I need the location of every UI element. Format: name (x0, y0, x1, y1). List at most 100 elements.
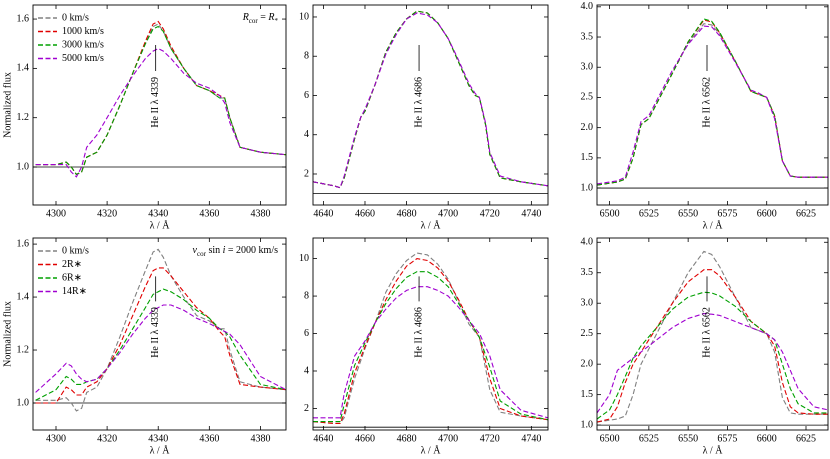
panel: 4640 4660 4680 4700 4720 4740 2 4 6 8 10 He II λ 46… (299, 237, 549, 456)
lines (313, 10, 548, 189)
frame (312, 237, 549, 431)
spectrum-line (597, 269, 828, 423)
y-tick-label: 8 (304, 51, 309, 62)
annotation-part: = 2000 km/s (225, 245, 278, 256)
y-tick-label: 6 (304, 328, 309, 339)
frame (32, 4, 287, 206)
spectrum-line (35, 248, 286, 412)
legend-label: 0 km/s (62, 245, 89, 256)
annotation-part: sin (206, 245, 223, 256)
lines (313, 252, 548, 424)
x-tick-label: 6500 (600, 208, 620, 219)
spectrum-line (597, 313, 828, 414)
x-axis-label: λ / Å (703, 444, 724, 456)
x-tick-label: 4380 (250, 208, 270, 219)
y-tick-label: 1.5 (581, 152, 594, 163)
panel: 6500 6525 6550 6575 6600 6625 1.0 1.5 2.0 2.5 3.0 3… (581, 237, 829, 456)
spectrum-line (313, 286, 548, 419)
spectrum-line (35, 25, 286, 176)
y-tick-label: 4.0 (581, 1, 594, 12)
line-label: He II λ 6562 (701, 77, 712, 128)
x-tick-label: 4740 (521, 208, 541, 219)
annotation: Rcor = R* (242, 12, 279, 24)
line-label: He II λ 4339 (150, 307, 161, 358)
y-tick-label: 4 (304, 365, 309, 376)
annotation-part: R (242, 12, 249, 23)
frame (596, 237, 829, 431)
y-tick-label: 10 (299, 11, 309, 22)
x-tick-label: 4740 (521, 433, 541, 444)
panel: 4640 4660 4680 4700 4720 4740 2 4 6 8 10 He II λ 46… (299, 4, 549, 231)
x-tick-label: 6575 (717, 433, 737, 444)
x-tick-label: 4320 (97, 208, 117, 219)
spectrum-line (35, 47, 286, 178)
y-tick-label: 8 (304, 290, 309, 301)
y-tick-label: 1.0 (581, 419, 594, 430)
legend-label: 3000 km/s (62, 39, 104, 50)
annotation-part: v (193, 245, 198, 256)
frame (312, 4, 549, 206)
x-tick-label: 6625 (796, 208, 816, 219)
x-tick-label: 4640 (313, 433, 333, 444)
x-tick-label: 4340 (148, 208, 168, 219)
line-label: He II λ 4686 (413, 77, 424, 128)
spectrum-line (597, 25, 828, 185)
y-axis-label: Normalized flux (2, 72, 13, 138)
x-tick-label: 4720 (480, 433, 500, 444)
x-tick-label: 4360 (199, 208, 219, 219)
y-tick-label: 2.0 (581, 358, 594, 369)
spectrum-line (313, 258, 548, 424)
frame (596, 4, 829, 206)
spectrum-line (597, 18, 828, 186)
x-tick-label: 4380 (250, 433, 270, 444)
line-label: He II λ 6562 (701, 307, 712, 358)
x-tick-label: 4640 (313, 208, 333, 219)
y-tick-label: 3.5 (581, 267, 594, 278)
legend-label: 0 km/s (62, 12, 89, 23)
legend-label: 5000 km/s (62, 53, 104, 64)
x-tick-label: 6525 (639, 208, 659, 219)
x-axis-label: λ / Å (150, 219, 171, 231)
x-tick-label: 6575 (717, 208, 737, 219)
line-label: He II λ 4686 (413, 307, 424, 358)
y-tick-label: 1.0 (17, 397, 30, 408)
y-tick-label: 1.0 (17, 161, 30, 172)
spectrum-line (597, 291, 828, 420)
panel: 4300 4320 4340 4360 4380 1.0 1.2 1.4 1.6 0 km/s 2R… (2, 237, 287, 456)
y-tick-label: 6 (304, 90, 309, 101)
x-tick-label: 4700 (438, 208, 458, 219)
lines (35, 248, 286, 412)
x-tick-label: 6625 (796, 433, 816, 444)
y-tick-label: 2 (304, 168, 309, 179)
annotation-part: * (275, 17, 279, 25)
x-tick-label: 4360 (199, 433, 219, 444)
x-tick-label: 4700 (438, 433, 458, 444)
spectrum-line (313, 252, 548, 424)
annotation-part: R (267, 12, 274, 23)
x-tick-label: 4320 (97, 433, 117, 444)
spectrum-line (35, 304, 286, 393)
x-tick-label: 6550 (678, 433, 698, 444)
frame (32, 237, 287, 431)
y-tick-label: 4 (304, 129, 309, 140)
annotation: vcor sin i = 2000 km/s (193, 245, 279, 257)
panel: 4300 4320 4340 4360 4380 1.0 1.2 1.4 1.6 0 km/s 10… (2, 4, 287, 231)
x-tick-label: 4300 (46, 208, 66, 219)
x-tick-label: 4660 (355, 433, 375, 444)
x-tick-label: 4680 (397, 208, 417, 219)
lines (35, 20, 286, 178)
y-tick-label: 2.5 (581, 328, 594, 339)
y-tick-label: 1.6 (17, 13, 30, 24)
x-tick-label: 6525 (639, 433, 659, 444)
y-tick-label: 10 (299, 253, 309, 264)
y-tick-label: 1.2 (17, 344, 30, 355)
x-tick-label: 4680 (397, 433, 417, 444)
y-tick-label: 3.0 (581, 298, 594, 309)
spectrum-line (313, 271, 548, 423)
lines (597, 18, 828, 186)
legend-label: 2R∗ (62, 259, 82, 270)
x-axis-label: λ / Å (703, 219, 724, 231)
y-tick-label: 1.6 (17, 238, 30, 249)
x-axis-label: λ / Å (150, 444, 171, 456)
x-tick-label: 6550 (678, 208, 698, 219)
